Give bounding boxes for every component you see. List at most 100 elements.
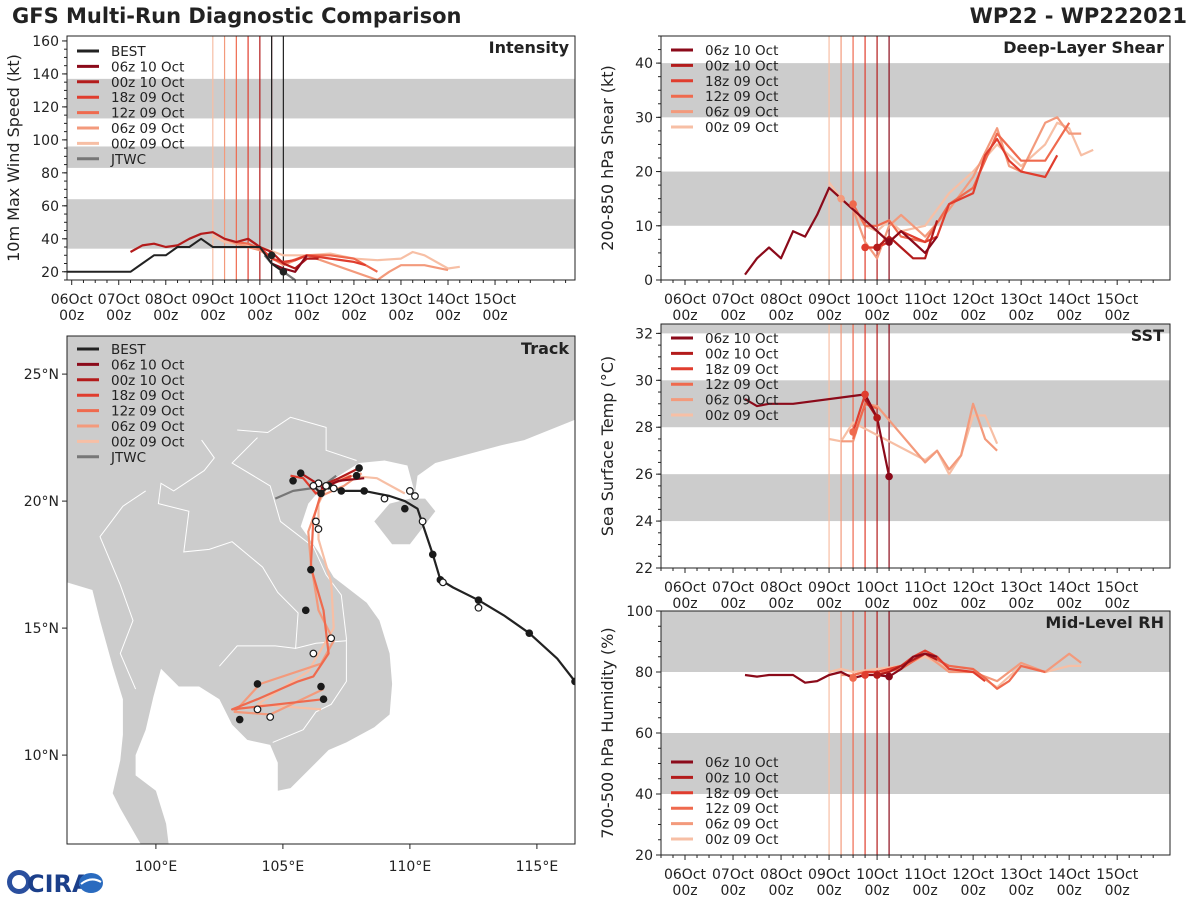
legend-label-06z-10-oct: 06z 10 Oct [705,331,778,347]
storm-id: WP22 - WP222021 [969,4,1187,28]
data-marker [837,194,845,203]
data-marker [267,251,276,260]
panel-title: Deep-Layer Shear [1003,38,1164,57]
y-tick-label: 80 [635,665,653,681]
series-00z-09-oct [828,414,999,476]
track-point-filled [289,476,297,485]
legend-label-00z-10-oct: 00z 10 Oct [111,373,184,389]
x-tick-hour: 00z [768,308,793,324]
track-point-filled [307,565,315,574]
x-tick-day: 06Oct [664,867,707,883]
track-point-filled [301,606,310,615]
track-point-open [322,481,330,490]
x-tick-day: 06Oct [664,292,707,308]
cira-logo: CIRA [7,870,103,898]
y-tick-label: 30 [635,373,653,389]
map-area [67,336,575,844]
x-tick-day: 13Oct [380,292,423,308]
legend-label-06z-10-oct: 06z 10 Oct [111,357,184,373]
map-frame [66,335,576,845]
x-tick-hour: 00z [247,308,272,324]
x-tick-day: 12Oct [952,292,995,308]
track-point-open [380,494,389,503]
x-tick-hour: 00z [720,596,745,612]
legend-label-00z-10-oct: 00z 10 Oct [705,346,778,362]
country-border [157,439,347,650]
panel-title: Mid-Level RH [1045,613,1164,632]
y-tick-label: 10 [635,219,653,235]
x-tick-hour: 00z [720,308,745,324]
legend-label-00z-10-oct: 00z 10 Oct [111,75,184,91]
track-point-open [406,487,414,495]
x-tick-hour: 00z [672,308,697,324]
x-tick-day: 07Oct [712,292,755,308]
x-tick-hour: 00z [1105,883,1130,899]
x-tick-hour: 00z [816,308,841,324]
track-point-open [418,517,427,526]
x-tick-hour: 00z [341,308,366,324]
lon-tick-label: 110°E [389,859,432,875]
shaded-band [661,324,1170,334]
data-marker [885,472,893,481]
data-marker [873,243,881,252]
x-tick-hour: 00z [864,883,889,899]
x-tick-day: 06Oct [51,292,94,308]
data-marker [885,672,893,681]
x-tick-day: 12Oct [952,867,995,883]
lat-tick-label: 10°N [24,748,59,764]
x-tick-hour: 00z [864,308,889,324]
y-tick-label: 20 [41,265,59,281]
x-tick-hour: 00z [1009,308,1034,324]
x-tick-day: 08Oct [760,580,803,596]
chart-mid-level-rh: 2040608010006Oct00z07Oct00z08Oct00z09Oct… [598,604,1171,899]
x-tick-hour: 00z [1057,883,1082,899]
track-point-open [411,492,419,500]
x-tick-day: 09Oct [808,580,851,596]
x-tick-day: 10Oct [856,580,899,596]
data-marker [849,674,857,682]
x-tick-hour: 00z [1105,596,1130,612]
y-tick-label: 22 [635,561,653,577]
shaded-band [661,733,1170,794]
track-point-filled [319,695,328,704]
x-tick-day: 11Oct [904,580,947,596]
legend-label-18z-09-oct: 18z 09 Oct [705,786,778,802]
legend-label-06z-10-oct: 06z 10 Oct [111,59,184,75]
track-point-filled [401,504,409,513]
lat-tick-label: 25°N [24,367,59,383]
shaded-band [67,199,575,249]
x-tick-hour: 00z [294,308,319,324]
x-tick-day: 10Oct [856,292,899,308]
x-tick-day: 11Oct [286,292,329,308]
y-axis-label: 200-850 hPa Shear (kt) [598,65,617,251]
x-tick-hour: 00z [1105,308,1130,324]
x-tick-day: 13Oct [1000,580,1043,596]
x-tick-hour: 00z [768,883,793,899]
x-tick-day: 11Oct [904,867,947,883]
x-tick-day: 14Oct [1048,580,1091,596]
legend-label-06z-09-oct: 06z 09 Oct [705,817,778,833]
legend-label-18z-09-oct: 18z 09 Oct [705,74,778,90]
lat-tick-label: 15°N [24,621,59,637]
data-marker [873,414,881,422]
track-point-open [253,705,262,714]
legend-label-12z-09-oct: 12z 09 Oct [705,801,778,817]
x-tick-day: 14Oct [1048,867,1091,883]
track-point-filled [317,682,325,691]
legend-label-00z-09-oct: 00z 09 Oct [111,136,184,152]
legend-label-06z-10-oct: 06z 10 Oct [705,43,778,59]
track-point-open [314,525,323,533]
legend-label-jtwc: JTWC [110,450,146,466]
chart-sst: 22242628303206Oct00z07Oct00z08Oct00z09Oc… [598,323,1171,612]
y-tick-label: 120 [32,100,59,116]
track-point-filled [474,596,483,604]
x-tick-hour: 00z [672,596,697,612]
shaded-band [661,171,1170,226]
legend-label-12z-09-oct: 12z 09 Oct [111,404,184,420]
track-00z-10-oct [300,467,360,487]
track-point-open [309,481,318,490]
legend-label-06z-09-oct: 06z 09 Oct [705,105,778,121]
panel-title: Intensity [489,38,570,57]
series-06z-10-oct [744,186,938,276]
lon-tick-label: 105°E [262,859,305,875]
